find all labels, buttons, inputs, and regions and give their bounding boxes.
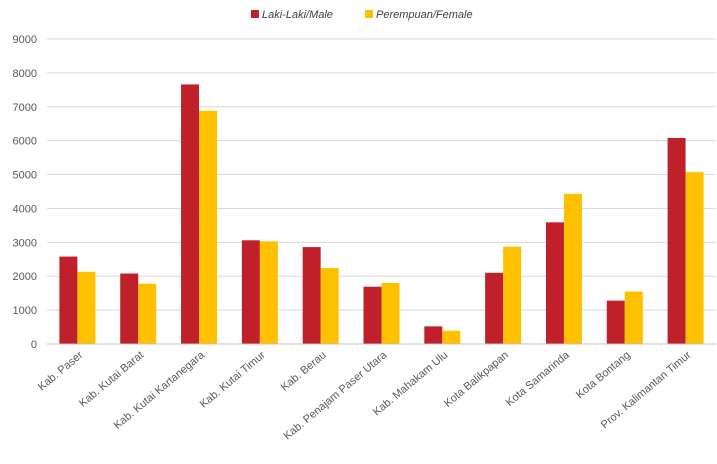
bar-female bbox=[77, 271, 96, 344]
bar-male bbox=[302, 247, 321, 344]
legend-swatch-male bbox=[251, 10, 259, 18]
bar-female bbox=[624, 291, 643, 344]
bar-female bbox=[199, 110, 218, 344]
bar-female bbox=[138, 283, 157, 344]
y-tick-label: 2000 bbox=[13, 271, 37, 283]
y-axis-ticks: 0 1000 2000 3000 4000 5000 6000 7000 8000 9000 bbox=[13, 34, 37, 351]
bar-male bbox=[241, 240, 260, 344]
bar-female bbox=[320, 268, 339, 344]
legend-label-female: Perempuan/Female bbox=[376, 9, 473, 21]
bar-male bbox=[485, 272, 504, 344]
x-tick-label: Kab. Kutai Timur bbox=[198, 349, 268, 411]
bar-female bbox=[381, 283, 400, 344]
legend-swatch-female bbox=[365, 10, 373, 18]
bar-female bbox=[259, 241, 278, 344]
legend: Laki-Laki/Male Perempuan/Female bbox=[251, 9, 473, 21]
x-tick-label: Kota Balikpapan bbox=[442, 349, 511, 410]
x-tick-label: Kab. Penajam Paser Utara bbox=[281, 349, 390, 443]
bar-female bbox=[563, 193, 582, 344]
y-tick-label: 0 bbox=[31, 339, 37, 351]
y-tick-label: 5000 bbox=[13, 170, 37, 182]
bar-male bbox=[424, 326, 443, 344]
x-tick-label: Kota Samarinda bbox=[504, 349, 573, 409]
x-tick-label: Kab. Berau bbox=[279, 349, 329, 394]
bar-female bbox=[685, 172, 704, 344]
y-tick-label: 4000 bbox=[13, 203, 37, 215]
y-tick-label: 8000 bbox=[13, 68, 37, 80]
bar-male bbox=[667, 137, 686, 344]
bar-male bbox=[363, 286, 382, 344]
bar-male bbox=[545, 222, 564, 344]
bar-female bbox=[503, 246, 522, 344]
bar-male bbox=[606, 300, 625, 344]
y-tick-label: 7000 bbox=[13, 102, 37, 114]
bars bbox=[59, 84, 704, 345]
bar-male bbox=[181, 84, 200, 345]
legend-label-male: Laki-Laki/Male bbox=[262, 9, 333, 21]
y-tick-label: 6000 bbox=[13, 136, 37, 148]
bar-female bbox=[442, 330, 461, 344]
y-tick-label: 9000 bbox=[13, 34, 37, 46]
x-tick-label: Kota Bontang bbox=[574, 349, 633, 401]
x-tick-label: Kab. Paser bbox=[36, 349, 86, 393]
gridlines bbox=[47, 38, 716, 311]
x-tick-label: Kab. Kutai Barat bbox=[77, 349, 146, 410]
y-tick-label: 1000 bbox=[13, 305, 37, 317]
y-tick-label: 3000 bbox=[13, 237, 37, 249]
bar-male bbox=[59, 256, 78, 344]
bar-male bbox=[120, 273, 139, 344]
